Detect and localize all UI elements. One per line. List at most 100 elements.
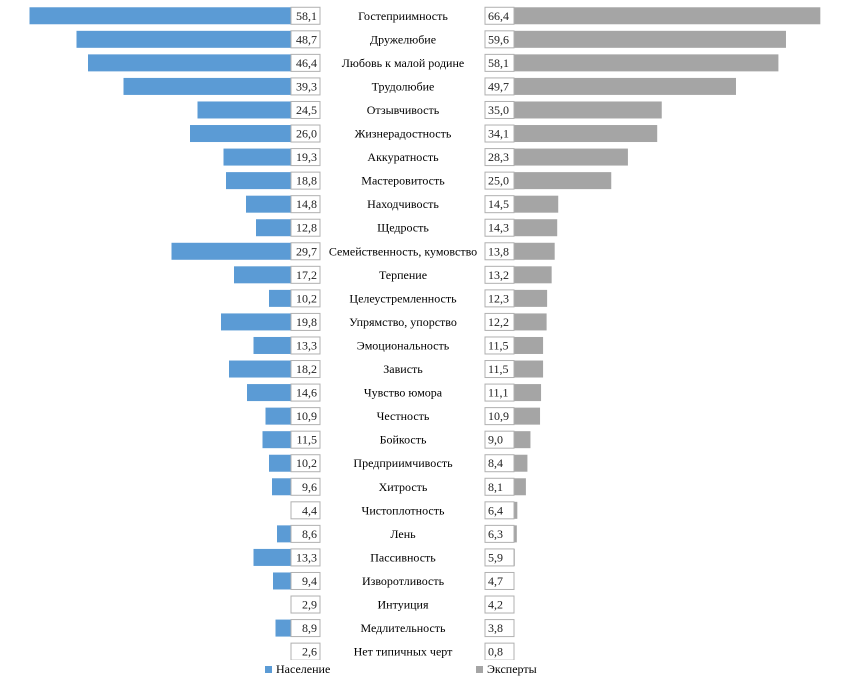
value-box-population <box>290 242 321 261</box>
legend-item-population: Население <box>265 662 330 677</box>
category-label: Любовь к малой родине <box>342 56 464 70</box>
value-box-experts <box>484 501 515 520</box>
value-box-experts <box>484 195 515 214</box>
value-label-population: 26,0 <box>296 127 317 141</box>
legend-label-experts: Эксперты <box>487 662 537 676</box>
value-label-population: 13,3 <box>296 338 317 352</box>
value-box-population <box>290 454 321 473</box>
value-label-population: 11,5 <box>296 433 317 447</box>
category-label: Нет типичных черт <box>354 645 453 659</box>
value-label-experts: 14,5 <box>488 197 509 211</box>
value-label-population: 39,3 <box>296 79 317 93</box>
category-label: Изворотливость <box>362 574 445 588</box>
value-box-population <box>290 548 321 567</box>
value-label-experts: 13,8 <box>488 244 509 258</box>
bar-experts <box>485 7 821 25</box>
value-label-population: 13,3 <box>296 550 317 564</box>
value-box-experts <box>484 477 515 496</box>
value-box-population <box>290 501 321 520</box>
value-label-population: 8,6 <box>302 527 317 541</box>
value-box-experts <box>484 53 515 72</box>
value-label-population: 10,2 <box>296 456 317 470</box>
category-label: Хитрость <box>379 480 428 494</box>
category-label: Интуиция <box>378 598 429 612</box>
value-label-population: 46,4 <box>296 56 317 70</box>
bar-population <box>197 101 320 119</box>
value-box-experts <box>484 336 515 355</box>
value-label-population: 14,6 <box>296 386 317 400</box>
value-box-experts <box>484 642 515 660</box>
value-box-experts <box>484 619 515 638</box>
value-label-experts: 66,4 <box>488 9 509 23</box>
category-label: Гостеприимность <box>358 9 448 23</box>
value-box-population <box>290 265 321 284</box>
category-label: Мастеровитость <box>361 174 445 188</box>
bar-experts <box>485 148 628 166</box>
value-box-experts <box>484 148 515 167</box>
bar-experts <box>485 30 786 48</box>
value-label-experts: 6,4 <box>488 503 503 517</box>
value-label-experts: 34,1 <box>488 127 509 141</box>
category-label: Чистоплотность <box>362 503 445 517</box>
category-label: Аккуратность <box>367 150 439 164</box>
value-box-population <box>290 148 321 167</box>
value-label-experts: 5,9 <box>488 550 503 564</box>
value-box-population <box>290 360 321 379</box>
value-label-population: 4,4 <box>302 503 317 517</box>
value-box-population <box>290 77 321 96</box>
value-label-experts: 11,1 <box>488 386 509 400</box>
value-box-population <box>290 218 321 237</box>
value-box-experts <box>484 595 515 614</box>
value-box-experts <box>484 289 515 308</box>
value-box-population <box>290 124 321 143</box>
value-label-experts: 12,2 <box>488 315 509 329</box>
bar-experts <box>485 54 779 72</box>
bar-population <box>123 77 320 95</box>
category-label: Терпение <box>379 268 427 282</box>
value-label-population: 8,9 <box>302 621 317 635</box>
category-label: Целеустремленность <box>349 291 457 305</box>
bar-population <box>171 242 320 260</box>
value-label-experts: 6,3 <box>488 527 503 541</box>
value-label-population: 24,5 <box>296 103 317 117</box>
bar-experts <box>485 172 612 190</box>
category-label: Медлительность <box>361 621 447 635</box>
value-box-population <box>290 100 321 119</box>
bar-population <box>76 30 320 48</box>
value-label-experts: 8,1 <box>488 480 503 494</box>
value-box-population <box>290 407 321 426</box>
value-label-population: 14,8 <box>296 197 317 211</box>
value-box-experts <box>484 242 515 261</box>
value-box-experts <box>484 454 515 473</box>
value-label-population: 48,7 <box>296 32 317 46</box>
value-label-population: 29,7 <box>296 244 317 258</box>
legend-label-population: Население <box>276 662 331 676</box>
value-label-population: 18,2 <box>296 362 317 376</box>
bar-population <box>88 54 320 72</box>
value-label-population: 10,2 <box>296 291 317 305</box>
value-box-population <box>290 571 321 590</box>
value-label-experts: 3,8 <box>488 621 503 635</box>
value-label-experts: 9,0 <box>488 433 503 447</box>
bar-experts <box>485 101 662 119</box>
value-label-experts: 10,9 <box>488 409 509 423</box>
value-label-experts: 13,2 <box>488 268 509 282</box>
value-box-population <box>290 312 321 331</box>
value-box-population <box>290 524 321 543</box>
category-label: Предприимчивость <box>353 456 453 470</box>
value-label-population: 10,9 <box>296 409 317 423</box>
value-box-population <box>290 6 321 25</box>
value-box-experts <box>484 218 515 237</box>
value-label-population: 19,8 <box>296 315 317 329</box>
value-label-experts: 4,7 <box>488 574 503 588</box>
value-box-experts <box>484 265 515 284</box>
value-label-population: 18,8 <box>296 174 317 188</box>
value-box-population <box>290 595 321 614</box>
value-label-experts: 59,6 <box>488 32 509 46</box>
category-label: Находчивость <box>367 197 439 211</box>
category-label: Зависть <box>383 362 423 376</box>
value-label-population: 58,1 <box>296 9 317 23</box>
value-label-population: 9,4 <box>302 574 317 588</box>
butterfly-chart: 58,1 Гостеприимность 66,4 48,7 Дружелюбие 59,… <box>29 6 821 660</box>
value-box-experts <box>484 77 515 96</box>
